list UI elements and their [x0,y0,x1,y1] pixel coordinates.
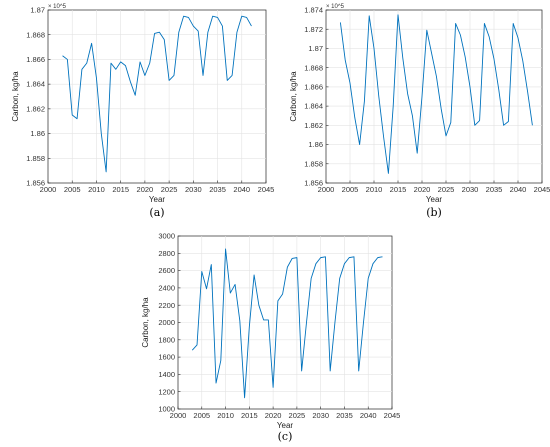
y-tick-label: 1.87 [308,44,323,53]
x-tick-label: 2040 [360,411,377,420]
y-tick-label: 1.856 [304,179,323,188]
x-axis-label: Year [277,421,294,430]
y-tick-label: 1.872 [304,25,323,34]
x-tick-label: 2030 [462,185,479,194]
x-tick-label: 2045 [534,185,550,194]
x-tick-label: 2015 [241,411,258,420]
y-axis-label: Carbon, kg/ha [11,71,20,122]
x-tick-label: 2040 [510,185,527,194]
chart-panel-1: 2000 2005 2010 2015 2020 2025 2030 2035 2040 2045… [11,4,274,219]
x-tick-label: 2035 [486,185,503,194]
y-tick-label: 1.858 [26,154,45,163]
y-tick-label: 1.862 [304,121,323,130]
y-tick-label: 1.874 [304,6,323,15]
y-tick-label: 1.868 [304,63,323,72]
y-axis-label: Carbon, kg/ha [141,297,150,348]
y-tick-label: 1.87 [30,6,45,15]
y-tick-label: 1800 [158,335,175,344]
x-tick-label: 2015 [390,185,407,194]
y-tick-label: 1.862 [26,104,45,113]
series-line-1 [191,248,383,399]
y-tick-label: 2800 [158,249,175,258]
plot-area [47,9,267,184]
y-tick-label: 1400 [158,370,175,379]
x-axis-label: Year [149,195,166,204]
y-tick-label: 1.868 [26,30,45,39]
x-tick-label: 2035 [336,411,353,420]
y-tick-label: 1600 [158,353,175,362]
x-tick-label: 2020 [137,185,154,194]
x-tick-label: 2025 [438,185,455,194]
x-tick-label: 2010 [88,185,105,194]
x-axis-label: Year [426,195,443,204]
x-tick-label: 2035 [209,185,226,194]
y-tick-label: 1.858 [304,159,323,168]
y-tick-label: 2400 [158,284,175,293]
y-tick-label: 1.864 [26,80,45,89]
x-tick-label: 2005 [64,185,81,194]
x-tick-label: 2040 [233,185,250,194]
x-tick-label: 2010 [366,185,383,194]
y-tick-label: 1000 [158,405,175,414]
y-tick-label: 1.856 [26,179,45,188]
y-tick-label: 1.86 [30,129,45,138]
x-tick-label: 2020 [414,185,431,194]
x-tick-label: 2025 [289,411,306,420]
y-tick-label: 3000 [158,232,175,241]
y-tick-label: 1.86 [308,140,323,149]
x-tick-label: 2045 [258,185,275,194]
x-tick-label: 2020 [265,411,282,420]
y-tick-label: 2000 [158,318,175,327]
x-tick-label: 2000 [170,411,187,420]
series-line-1 [62,15,252,173]
y-tick-label: 1.866 [304,82,323,91]
series-line-1 [339,14,533,174]
plot-area [325,9,543,184]
y-tick-label: 1.864 [304,102,323,111]
y-axis-label: Carbon, kg/ha [289,71,298,122]
x-tick-label: 2015 [112,185,129,194]
chart-panel-2: 2000 2005 2010 2015 2020 2025 2030 2035 2040 2045… [289,4,550,219]
x-tick-label: 2030 [312,411,329,420]
x-tick-label: 2005 [193,411,210,420]
panel-label: (b) [426,206,442,219]
panel-label: (a) [149,206,164,219]
x-tick-label: 2000 [40,185,57,194]
x-tick-label: 2010 [217,411,234,420]
x-tick-label: 2005 [342,185,359,194]
x-tick-label: 2025 [161,185,178,194]
x-tick-label: 2045 [384,411,401,420]
y-tick-label: 1200 [158,387,175,396]
x-tick-label: 2000 [318,185,335,194]
panel-label: (c) [278,430,293,443]
y-tick-label: 2600 [158,266,175,275]
y-exponent-label: × 10^5 [326,4,345,10]
y-tick-label: 1.866 [26,55,45,64]
y-exponent-label: × 10^5 [48,4,67,10]
x-tick-label: 2030 [185,185,202,194]
chart-panel-3: 2000 2005 2010 2015 2020 2025 2030 2035 2040 2045… [141,232,400,443]
y-tick-label: 2200 [158,301,175,310]
